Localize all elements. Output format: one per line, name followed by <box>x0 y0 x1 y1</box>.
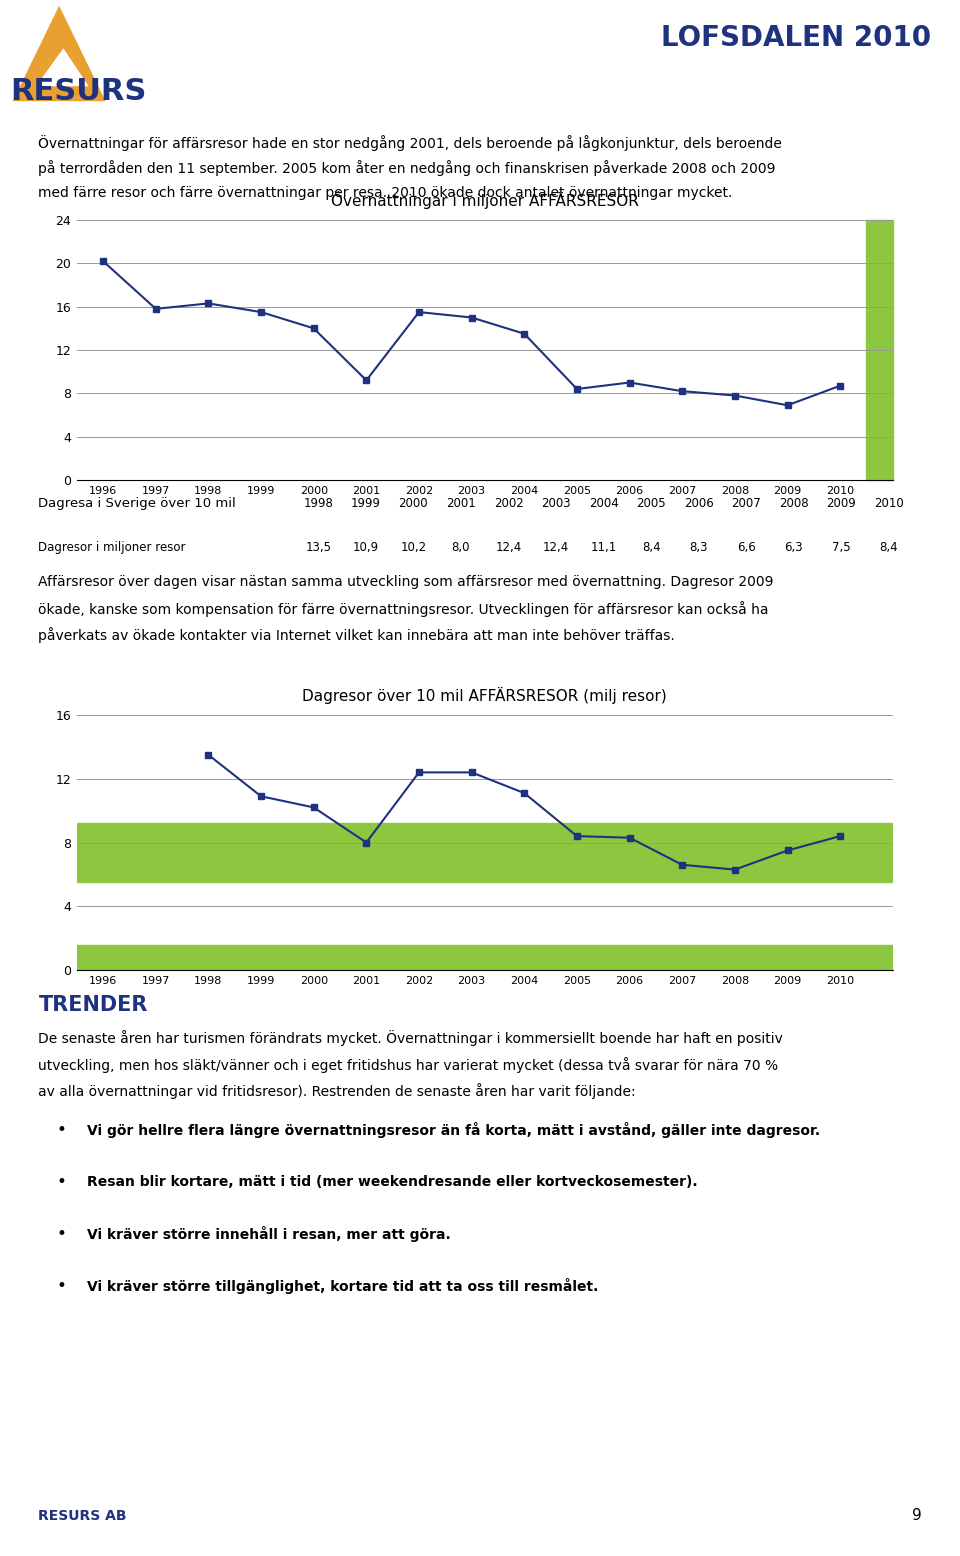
Text: Vi kräver större tillgänglighet, kortare tid att ta oss till resmålet.: Vi kräver större tillgänglighet, kortare… <box>87 1277 598 1295</box>
Text: LOFSDALEN 2010: LOFSDALEN 2010 <box>661 23 931 51</box>
Text: 8,3: 8,3 <box>689 541 708 554</box>
Text: ökade, kanske som kompensation för färre övernattningsresor. Utvecklingen för af: ökade, kanske som kompensation för färre… <box>38 601 769 616</box>
Title: Övernattningar i miljoner AFFÄRSRESOR: Övernattningar i miljoner AFFÄRSRESOR <box>331 191 638 209</box>
Text: Dagresa i Sverige över 10 mil: Dagresa i Sverige över 10 mil <box>38 498 236 510</box>
Polygon shape <box>36 48 88 86</box>
Text: 1999: 1999 <box>350 498 381 510</box>
Text: •: • <box>56 1225 66 1243</box>
Text: av alla övernattningar vid fritidsresor). Restrenden de senaste åren har varit f: av alla övernattningar vid fritidsresor)… <box>38 1083 636 1099</box>
Text: TRENDER: TRENDER <box>38 994 148 1015</box>
Text: på terrordåden den 11 september. 2005 kom åter en nedgång och finanskrisen påver: på terrordåden den 11 september. 2005 ko… <box>38 160 776 176</box>
Text: •: • <box>56 1173 66 1190</box>
Text: 8,0: 8,0 <box>452 541 470 554</box>
Text: 2000: 2000 <box>398 498 428 510</box>
Text: RESURS: RESURS <box>11 76 147 106</box>
Text: 2010: 2010 <box>875 498 904 510</box>
Title: Dagresor över 10 mil AFFÄRSRESOR (milj resor): Dagresor över 10 mil AFFÄRSRESOR (milj r… <box>302 688 667 705</box>
Text: 11,1: 11,1 <box>590 541 616 554</box>
Text: 10,9: 10,9 <box>353 541 379 554</box>
Text: Resan blir kortare, mätt i tid (mer weekendresande eller kortveckosemester).: Resan blir kortare, mätt i tid (mer week… <box>87 1175 698 1189</box>
Text: 2002: 2002 <box>493 498 523 510</box>
Text: 12,4: 12,4 <box>543 541 569 554</box>
Text: 2004: 2004 <box>588 498 618 510</box>
Bar <box>77 944 893 969</box>
Text: 9: 9 <box>912 1508 922 1523</box>
Text: 2009: 2009 <box>827 498 856 510</box>
Text: •: • <box>56 1277 66 1295</box>
Text: 2007: 2007 <box>732 498 761 510</box>
Bar <box>867 219 893 479</box>
Text: 2005: 2005 <box>636 498 666 510</box>
Text: Vi kräver större innehåll i resan, mer att göra.: Vi kräver större innehåll i resan, mer a… <box>87 1226 451 1242</box>
Text: 2003: 2003 <box>541 498 571 510</box>
Bar <box>77 823 893 882</box>
Text: 8,4: 8,4 <box>879 541 899 554</box>
Text: 12,4: 12,4 <box>495 541 521 554</box>
Text: med färre resor och färre övernattningar per resa. 2010 ökade dock antalet övern: med färre resor och färre övernattningar… <box>38 185 732 199</box>
Text: •: • <box>56 1120 66 1139</box>
Text: 7,5: 7,5 <box>832 541 851 554</box>
Text: 2001: 2001 <box>446 498 476 510</box>
Text: utveckling, men hos släkt/vänner och i eget fritidshus har varierat mycket (dess: utveckling, men hos släkt/vänner och i e… <box>38 1057 779 1072</box>
Text: 1998: 1998 <box>303 498 333 510</box>
Text: Övernattningar för affärsresor hade en stor nedgång 2001, dels beroende på lågko: Övernattningar för affärsresor hade en s… <box>38 135 782 151</box>
Text: 13,5: 13,5 <box>305 541 331 554</box>
Text: påverkats av ökade kontakter via Internet vilket kan innebära att man inte behöv: påverkats av ökade kontakter via Interne… <box>38 627 675 643</box>
Text: 2008: 2008 <box>780 498 808 510</box>
Text: Vi gör hellre flera längre övernattningsresor än få korta, mätt i avstånd, gälle: Vi gör hellre flera längre övernattnings… <box>87 1122 820 1137</box>
Text: 2006: 2006 <box>684 498 713 510</box>
Text: RESURS AB: RESURS AB <box>38 1509 127 1523</box>
Polygon shape <box>12 6 106 101</box>
Text: 8,4: 8,4 <box>642 541 660 554</box>
Text: De senaste åren har turismen förändrats mycket. Övernattningar i kommersiellt bo: De senaste åren har turismen förändrats … <box>38 1030 783 1046</box>
Text: Dagresor i miljoner resor: Dagresor i miljoner resor <box>38 541 186 554</box>
Text: 6,6: 6,6 <box>737 541 756 554</box>
Text: Affärsresor över dagen visar nästan samma utveckling som affärsresor med övernat: Affärsresor över dagen visar nästan samm… <box>38 576 774 590</box>
Text: 10,2: 10,2 <box>400 541 426 554</box>
Text: 6,3: 6,3 <box>784 541 804 554</box>
